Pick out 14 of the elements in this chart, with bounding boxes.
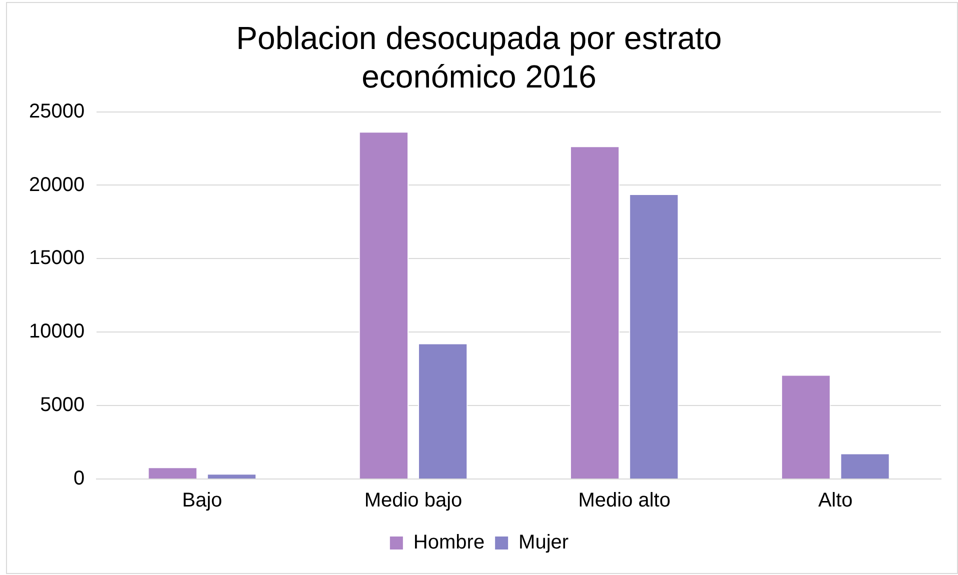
x-tick-label: Alto [818,490,853,512]
y-tick-label: 20000 [28,174,85,196]
y-tick-label: 25000 [28,100,85,122]
y-tick-label: 10000 [28,320,85,343]
x-tick-label: Medio alto [578,490,670,512]
legend-label: Hombre [413,532,485,554]
text: Poblacion desocupada por estrato [236,20,722,56]
y-tick-label: 5000 [40,394,85,416]
legend-label: Mujer [518,532,569,554]
y-tick-label: 0 [73,468,85,490]
x-tick-label: Bajo [182,490,222,512]
y-tick-label: 15000 [28,247,85,270]
text: económico 2016 [362,58,596,94]
x-tick-label: Medio bajo [364,490,462,512]
